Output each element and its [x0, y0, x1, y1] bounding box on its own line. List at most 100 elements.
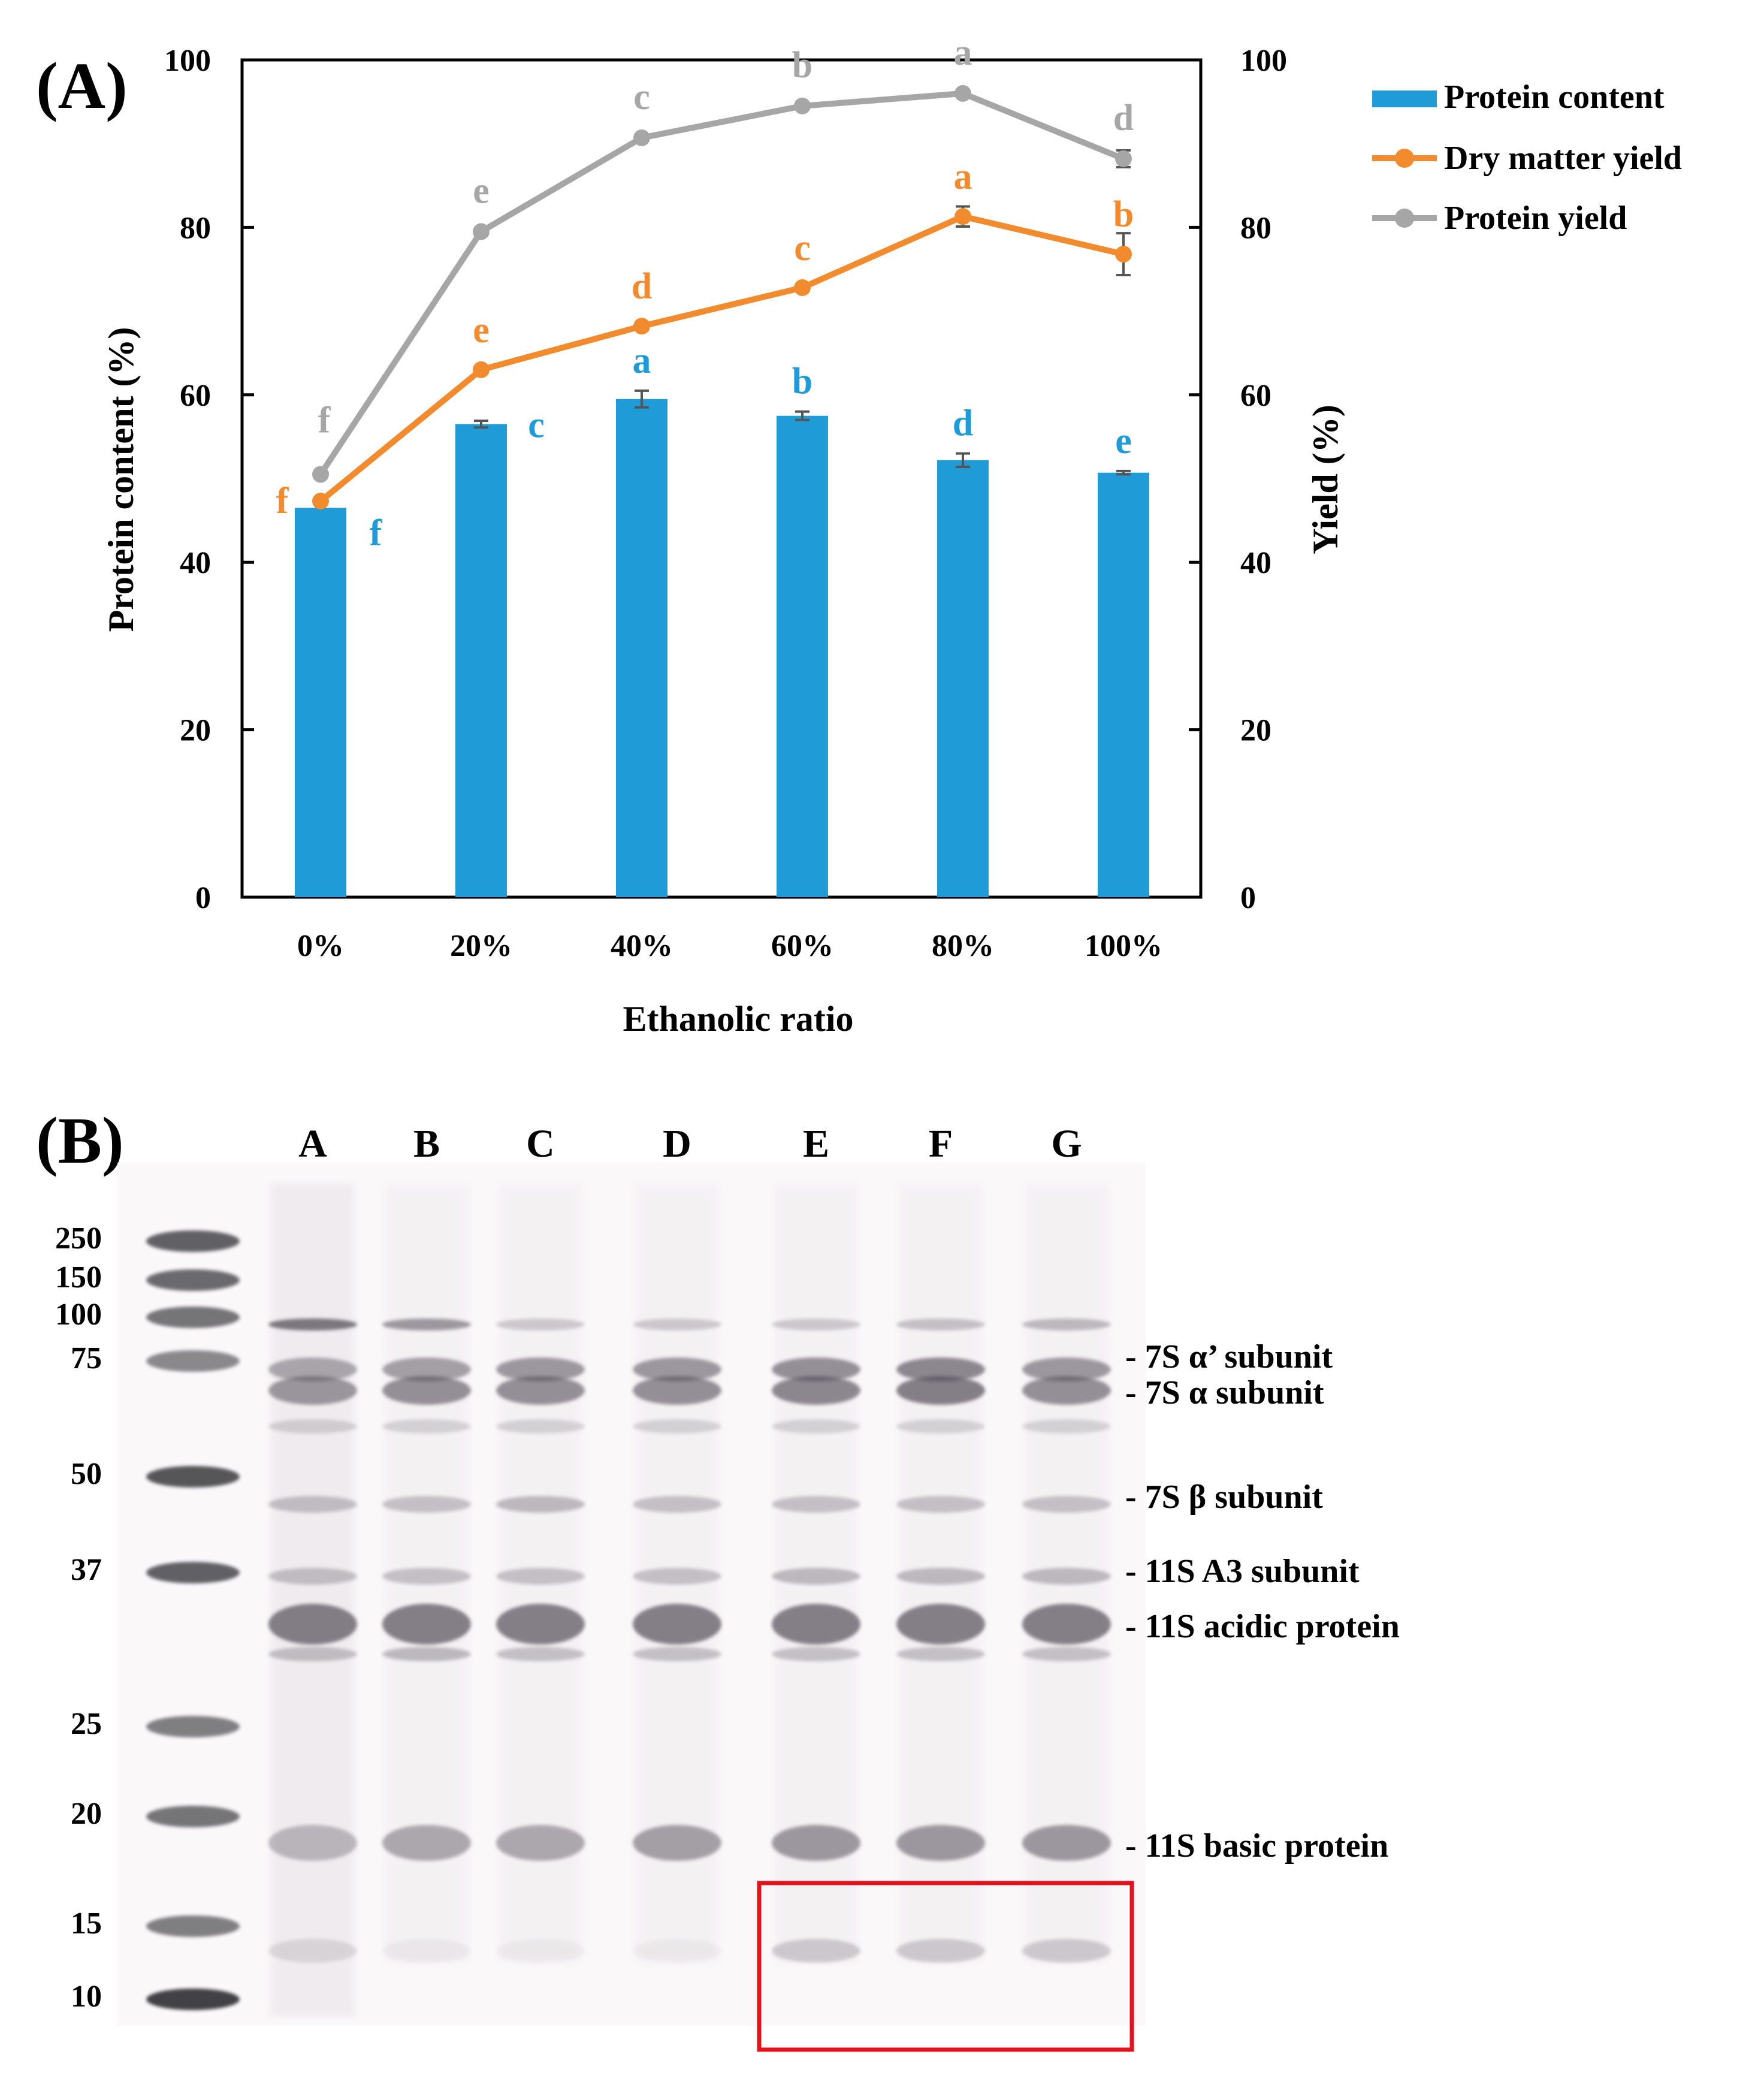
gel-band: [496, 1568, 585, 1585]
gel-band: [496, 1376, 585, 1405]
gel-band: [496, 1939, 585, 1963]
lane-label: E: [803, 1122, 829, 1166]
gel-bands: [146, 1184, 1111, 2017]
gel-band: [382, 1318, 471, 1330]
gel-band: [896, 1825, 985, 1861]
gel-band: [633, 1496, 721, 1513]
gel-band: [772, 1419, 860, 1434]
x-axis-title: Ethanolic ratio: [623, 999, 854, 1039]
marker-band: [146, 1466, 240, 1487]
gel-band: [382, 1357, 471, 1381]
right-tick-label: 80: [1240, 211, 1271, 245]
legend-label-dry-matter-yield: Dry matter yield: [1444, 140, 1682, 177]
gel-band: [896, 1939, 985, 1963]
letter-protein-content: f: [370, 512, 383, 553]
y-axis-left-title: Protein content (%): [101, 327, 141, 632]
gel-band: [1022, 1568, 1111, 1585]
letter-protein-content: d: [953, 403, 973, 444]
x-tick-label: 0%: [297, 929, 344, 963]
marker-label: 75: [71, 1341, 102, 1375]
marker-dry-matter-yield: [955, 208, 971, 225]
gel-band: [772, 1647, 860, 1661]
legend-label-protein-yield: Protein yield: [1444, 200, 1627, 237]
marker-protein-yield: [633, 129, 650, 146]
gel-band-labels: - 7S α’ subunit- 7S α subunit - 7S β subu…: [1125, 1338, 1400, 1864]
gel-lane-labels: A B C D E F G: [298, 1122, 1082, 1166]
gel-band: [1022, 1496, 1111, 1513]
right-tick-label: 40: [1240, 546, 1271, 580]
marker-band: [146, 1562, 240, 1583]
gel-band: [772, 1357, 860, 1381]
letter-dry-matter-yield: d: [632, 266, 652, 307]
gel-band: [268, 1647, 357, 1661]
gel-band: [1022, 1376, 1111, 1405]
gel-band: [633, 1318, 721, 1330]
lane-label: F: [929, 1122, 953, 1166]
gel-band: [772, 1318, 860, 1330]
gel-band: [896, 1318, 985, 1330]
letter-protein-yield: f: [318, 400, 331, 441]
gel-band: [772, 1939, 860, 1963]
marker-band: [146, 1989, 240, 2010]
line-series: [312, 85, 1132, 510]
left-tick-label: 40: [180, 546, 211, 580]
marker-label: 37: [71, 1553, 102, 1587]
x-tick-label: 100%: [1085, 929, 1162, 963]
y-axis-right-title: Yield (%): [1306, 405, 1345, 554]
gel-band: [772, 1825, 860, 1861]
left-tick-label: 20: [180, 714, 211, 748]
gel-band: [496, 1647, 585, 1661]
marker-label: 15: [71, 1906, 102, 1941]
lane-smear: [271, 1184, 355, 2017]
gel-band: [896, 1604, 985, 1645]
legend: Protein content Dry matter yield Protein…: [1372, 79, 1682, 237]
gel-band: [1022, 1939, 1111, 1963]
lane-label: G: [1051, 1122, 1082, 1166]
left-tick-label: 80: [180, 211, 211, 245]
right-tick-label: 20: [1240, 714, 1271, 748]
marker-label: 100: [55, 1298, 102, 1332]
band-label: - 11S basic protein: [1125, 1827, 1388, 1864]
lane-label: D: [663, 1122, 691, 1166]
gel-band: [268, 1568, 357, 1585]
right-tick-label: 0: [1240, 881, 1256, 915]
band-label: - 7S β subunit: [1125, 1479, 1323, 1516]
gel-band: [896, 1357, 985, 1381]
marker-band: [146, 1716, 240, 1737]
gel-band: [496, 1318, 585, 1330]
bar-error-bar: [474, 420, 488, 429]
gel-band: [633, 1357, 721, 1381]
bar-protein-content: [1098, 472, 1149, 897]
marker-dry-matter-yield: [312, 493, 329, 510]
gel-band: [1022, 1647, 1111, 1661]
left-tick-label: 60: [180, 379, 211, 413]
x-tick-label: 40%: [611, 929, 673, 963]
gel-band: [896, 1568, 985, 1585]
marker-dry-matter-yield: [1115, 246, 1132, 263]
letter-dry-matter-yield: a: [954, 156, 972, 197]
letter-dry-matter-yield: b: [1113, 194, 1134, 235]
gel-band: [268, 1357, 357, 1381]
legend-label-protein-content: Protein content: [1444, 79, 1665, 116]
panel-a-label: (A): [36, 49, 128, 122]
gel-band: [633, 1647, 721, 1661]
marker-label: 50: [71, 1457, 102, 1491]
letter-protein-content: a: [633, 340, 651, 381]
plot-frame: [240, 58, 1203, 899]
letter-protein-yield: b: [792, 45, 812, 86]
gel-band: [268, 1604, 357, 1645]
lane-label: B: [413, 1122, 440, 1166]
marker-protein-yield: [1115, 150, 1132, 167]
marker-label: 20: [71, 1797, 102, 1831]
bar-error-bar: [956, 452, 970, 468]
gel-band: [496, 1825, 585, 1861]
band-label: - 7S α’ subunit: [1125, 1338, 1333, 1375]
gel-band: [633, 1419, 721, 1434]
line-dry-matter-yield: [318, 213, 1125, 504]
gel-band: [382, 1825, 471, 1861]
x-tick-label: 20%: [450, 929, 512, 963]
lane-label: C: [526, 1122, 555, 1166]
gel-band: [772, 1568, 860, 1585]
